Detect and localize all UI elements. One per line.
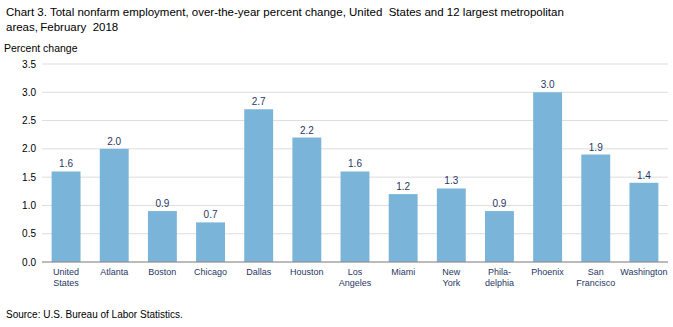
x-tick-label-line: Houston (290, 267, 324, 277)
grid-line (42, 92, 668, 93)
data-label: 2.7 (252, 96, 266, 107)
bar (437, 188, 466, 262)
bar (485, 211, 514, 262)
bar (292, 138, 321, 262)
y-tick-label: 0.0 (22, 257, 36, 268)
x-tick-label-line: Chicago (194, 267, 227, 277)
y-tick-label: 2.5 (22, 115, 36, 126)
x-tick-label: Dallas (246, 267, 272, 277)
bar (341, 171, 370, 262)
x-tick-label: SanFrancisco (576, 267, 615, 288)
x-tick-label: Phila-delphia (485, 267, 514, 288)
x-tick-label: Houston (290, 267, 324, 277)
grid (42, 64, 668, 262)
data-label: 3.0 (541, 79, 555, 90)
bar (533, 92, 562, 262)
x-axis-line (42, 262, 668, 263)
x-tick-label: LosAngeles (339, 267, 372, 288)
data-label: 0.9 (155, 198, 169, 209)
x-tick-label: Atlanta (100, 267, 128, 277)
y-tick-label: 1.0 (22, 200, 36, 211)
x-tick-label-line: Boston (148, 267, 176, 277)
x-tick-label: NewYork (442, 267, 461, 288)
y-tick-label: 2.0 (22, 143, 36, 154)
grid-line (42, 120, 668, 121)
bar (100, 149, 129, 262)
x-tick-label-line: States (53, 278, 79, 288)
y-axis-label: Percent change (4, 42, 78, 54)
data-label: 1.4 (637, 170, 651, 181)
x-tick-label-line: Angeles (339, 278, 372, 288)
bar (148, 211, 177, 262)
x-tick-label-line: United (53, 267, 79, 277)
annotation: Source: U.S. Bureau of Labor Statistics. (6, 309, 183, 320)
bar (389, 194, 418, 262)
x-tick-label-line: San (588, 267, 604, 277)
x-tick-label: Boston (148, 267, 176, 277)
bar (629, 183, 658, 262)
y-tick-label: 1.5 (22, 172, 36, 183)
y-tick-label: 3.5 (22, 59, 36, 70)
bar (52, 171, 81, 262)
grid-line (42, 262, 668, 263)
bar (244, 109, 273, 262)
x-tick-label: Miami (391, 267, 415, 277)
data-label: 1.6 (59, 158, 73, 169)
data-label: 0.9 (493, 198, 507, 209)
x-tick-label-line: Phoenix (531, 267, 564, 277)
x-tick-label: UnitedStates (53, 267, 79, 288)
data-label: 1.3 (444, 175, 458, 186)
x-tick-label-line: Miami (391, 267, 415, 277)
data-label: 2.2 (300, 125, 314, 136)
x-tick-label-line: Los (348, 267, 363, 277)
data-label: 1.2 (396, 181, 410, 192)
x-tick-label-line: Washington (620, 267, 667, 277)
x-tick-label-line: York (442, 278, 460, 288)
bars (52, 92, 659, 262)
data-label: 1.6 (348, 158, 362, 169)
x-tick-label-line: Dallas (246, 267, 272, 277)
grid-line (42, 64, 668, 65)
data-label: 0.7 (204, 209, 218, 220)
x-tick-label-line: delphia (485, 278, 514, 288)
x-tick-label-line: Atlanta (100, 267, 128, 277)
x-tick-label: Chicago (194, 267, 227, 277)
title: Chart 3. Total nonfarm employment, over-… (6, 6, 564, 18)
x-tick-label-line: Phila- (488, 267, 511, 277)
x-tick-label: Phoenix (531, 267, 564, 277)
x-tick-label-line: New (442, 267, 461, 277)
bar (581, 155, 610, 262)
x-tick-label: Washington (620, 267, 667, 277)
grid-line (42, 148, 668, 149)
y-tick-label: 3.0 (22, 87, 36, 98)
data-label: 1.9 (589, 142, 603, 153)
y-tick-label: 0.5 (22, 228, 36, 239)
bar (196, 222, 225, 262)
data-label: 2.0 (107, 136, 121, 147)
x-tick-label-line: Francisco (576, 278, 615, 288)
chart: Chart 3. Total nonfarm employment, over-… (0, 0, 673, 327)
subtitle: areas, February 2018 (6, 21, 118, 33)
